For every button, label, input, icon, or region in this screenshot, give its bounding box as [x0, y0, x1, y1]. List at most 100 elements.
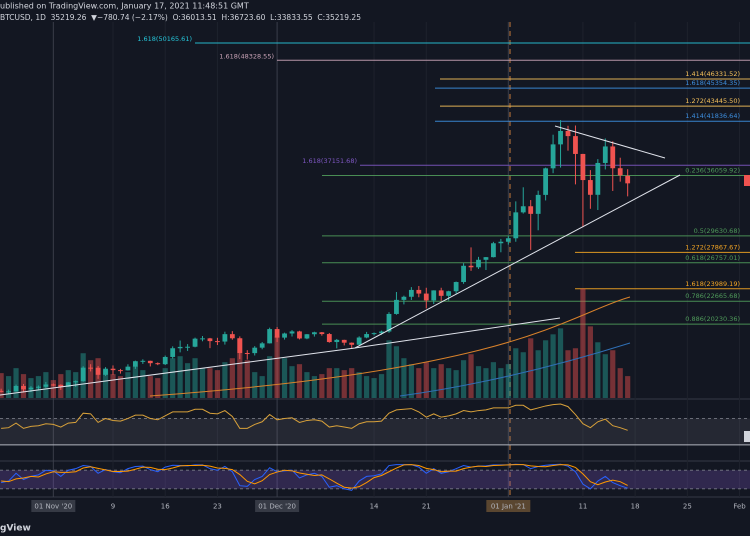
volume-bar: [453, 370, 459, 398]
volume-bar: [528, 338, 534, 398]
candle-body: [408, 289, 414, 297]
volume-bar: [617, 368, 623, 398]
candle-body: [311, 332, 317, 335]
x-tick-label: 01 Dec '20: [258, 503, 296, 511]
volume-bar: [364, 376, 370, 398]
candle-body: [244, 353, 250, 355]
volume-bar: [88, 360, 94, 398]
candle-body: [125, 366, 131, 371]
volume-bar: [483, 368, 489, 398]
stoch-band: [0, 470, 750, 489]
candle-body: [140, 360, 146, 362]
candle-body: [36, 386, 41, 388]
candle-body: [185, 346, 190, 348]
candle-body: [80, 367, 86, 382]
candle-body: [573, 136, 578, 154]
volume-bar: [155, 378, 161, 398]
rsi-band: [0, 418, 750, 445]
volume-bar: [595, 342, 601, 398]
candle-body: [252, 347, 258, 354]
volume-bar: [170, 358, 176, 398]
volume-bar: [229, 358, 235, 398]
candle-body: [416, 289, 422, 294]
logo: gView: [0, 524, 31, 534]
candle-body: [550, 144, 556, 169]
x-tick-label: Feb: [733, 503, 746, 511]
candle-body: [259, 343, 265, 348]
candle-body: [423, 293, 429, 301]
candle-body: [505, 238, 511, 242]
candle-body: [304, 334, 310, 339]
candle-body: [229, 334, 235, 339]
trend-line: [354, 317, 561, 349]
candle-body: [535, 194, 541, 214]
volume-bar: [296, 364, 303, 398]
volume-bar: [177, 356, 183, 398]
fib-label: 1.414(46331.52): [685, 70, 740, 78]
volume-bar: [371, 378, 377, 398]
last-price-tag: [744, 175, 750, 186]
candle-body: [334, 339, 340, 343]
candle-body: [103, 368, 108, 375]
volume-bar: [259, 376, 265, 398]
stoch-d-line: [1, 464, 628, 489]
candle-body: [319, 332, 325, 335]
trend-line: [554, 125, 666, 159]
volume-bar: [490, 362, 497, 398]
volume-bar: [580, 288, 586, 398]
candle-body: [65, 382, 71, 387]
candle-body: [200, 338, 205, 340]
candle-body: [28, 387, 34, 390]
volume-bar: [199, 368, 206, 398]
moving-average: [399, 342, 631, 397]
candle-body: [289, 331, 295, 334]
candle-body: [118, 370, 123, 372]
candle-body: [297, 331, 302, 339]
candle-body: [468, 265, 474, 268]
volume-bar: [110, 374, 116, 398]
fib-label: 1.272(43445.50): [685, 97, 740, 105]
candle-body: [587, 180, 593, 195]
volume-bar: [102, 370, 109, 398]
candle-body: [498, 241, 504, 244]
fib-label: 1.618(37151.68): [302, 157, 357, 165]
candle-body: [73, 381, 79, 383]
volume-bar: [505, 364, 511, 398]
rsi-line: [1, 403, 628, 431]
candle-body: [617, 168, 623, 176]
fib-label: 1.618(50165.61): [137, 35, 192, 43]
candle-body: [356, 337, 362, 345]
candle-body: [349, 342, 355, 345]
volume-bar: [222, 362, 228, 398]
x-tick-label: 9: [111, 503, 115, 511]
tick-highlight: [255, 500, 300, 512]
volume-bar: [460, 360, 467, 398]
x-tick-label: 25: [683, 503, 692, 511]
volume-bar: [117, 376, 124, 398]
candle-body: [610, 146, 616, 169]
candle-body: [58, 384, 64, 387]
candle-body: [394, 299, 399, 314]
candle-body: [326, 334, 332, 343]
candle-body: [431, 290, 437, 301]
volume-bar: [468, 354, 474, 398]
volume-bar: [132, 366, 138, 398]
candle-body: [274, 329, 280, 338]
volume-bar: [125, 372, 131, 398]
candle-body: [192, 338, 198, 347]
volume-bar: [281, 358, 288, 398]
candle-body: [483, 257, 489, 260]
candle-body: [595, 162, 601, 195]
volume-bar: [543, 340, 549, 398]
candle-body: [602, 146, 608, 163]
volume-bar: [267, 356, 273, 398]
x-tick-label: 21: [422, 503, 431, 511]
volume-bar: [625, 376, 631, 398]
rsi-tag: [744, 431, 750, 442]
candle-body: [155, 363, 161, 365]
candle-body: [371, 333, 377, 335]
candle-body: [110, 368, 116, 371]
candle-body: [438, 290, 444, 296]
volume-bar: [408, 364, 414, 398]
